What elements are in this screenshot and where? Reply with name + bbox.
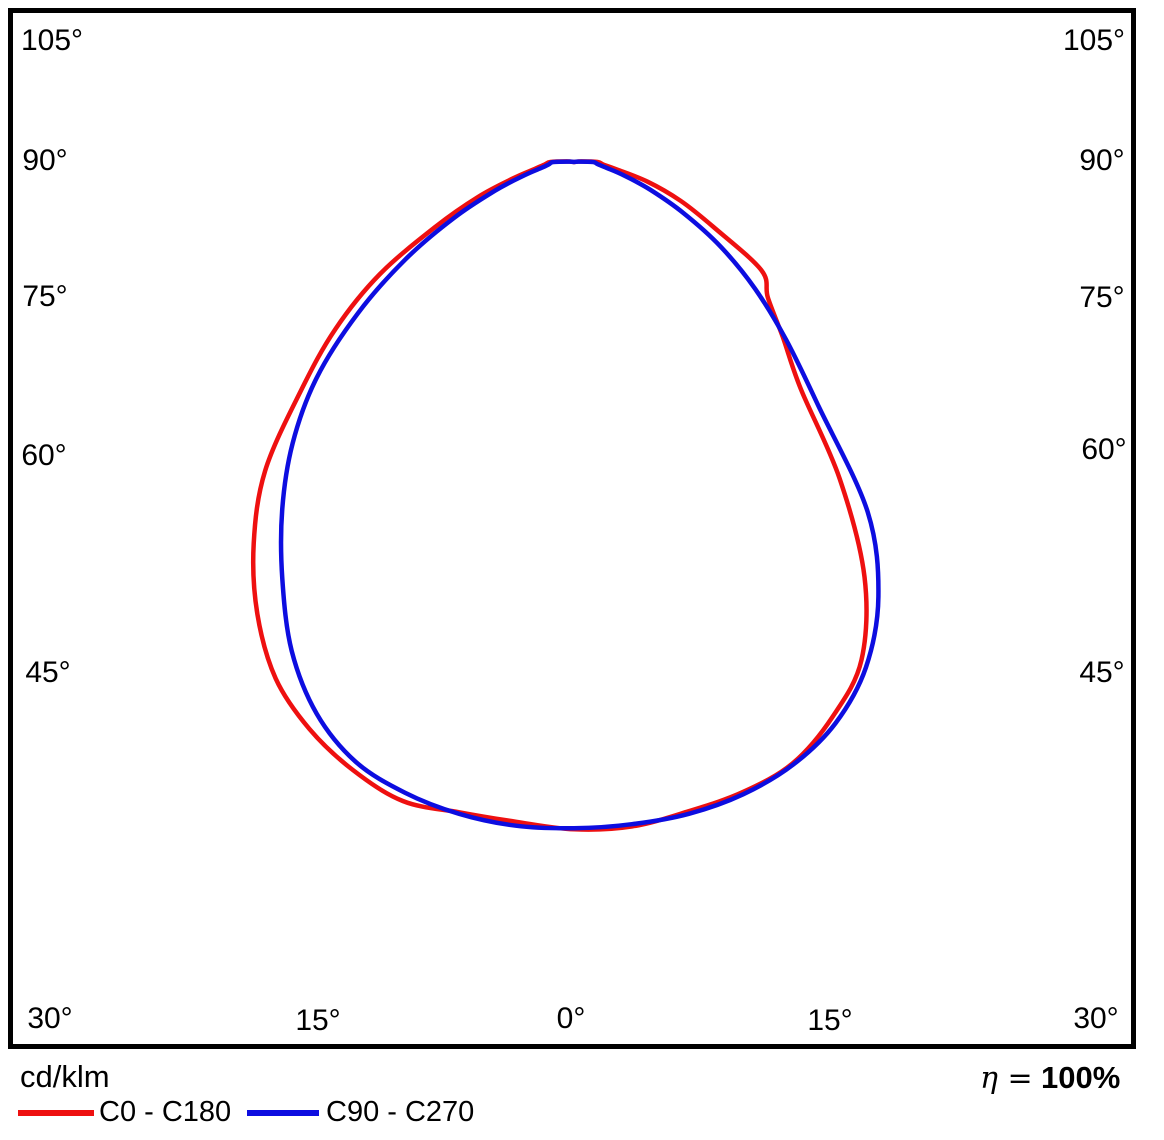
ring-label-blanks [549,292,599,916]
grid-spoke [678,266,1164,996]
ring-label-blank [549,882,599,916]
grid-ring [279,0,869,457]
grid-spoke [0,266,470,996]
angle-label-bg [802,1003,858,1037]
grid-spoke [716,0,1164,124]
legend-label-c90-c270: C90 - C270 [326,1096,475,1128]
legend-label-c0-c180: C0 - C180 [99,1096,232,1128]
curve-c0-c180 [250,159,869,832]
grid-spoke [0,0,432,124]
angle-label: 15° [807,1004,852,1037]
angle-label-bg [17,23,87,57]
angle-label: 90° [1079,144,1124,177]
angle-label-bg [1074,655,1130,689]
efficiency-label: η = [980,1061,1033,1096]
angle-label-bg [1068,1001,1124,1035]
efficiency-text: η = 100% [980,1060,1120,1096]
grid-spoke [0,200,432,467]
angle-label: 30° [27,1002,72,1035]
angle-label: 75° [22,280,67,313]
angle-label: 60° [21,439,66,472]
curve-c90-c270 [278,159,881,831]
angle-label: 60° [1081,433,1126,466]
angle-label-bg [1074,280,1130,314]
angle-label: 105° [1063,24,1125,57]
angle-labels: 105° 90° 75° 60° 45° 30° 15° 0° 15° 30° 45° 60° 75° 9… [16,23,1132,1037]
grid-ring [0,0,1164,752]
angle-label: 15° [295,1004,340,1037]
angle-label-bg [22,1001,78,1035]
angle-label-bg [1076,432,1132,466]
ring-label-blank [549,734,599,769]
legend-line-c90-c270 [247,1110,319,1116]
efficiency-value: 100% [1041,1060,1121,1095]
plot-border [8,8,1136,1049]
angle-label: 30° [1073,1002,1118,1035]
ring-label-blank [549,439,599,474]
unit-label: cd/klm [20,1059,110,1094]
angle-label: 45° [25,656,70,689]
angle-label-bg [17,279,73,313]
angle-label-bg [1074,143,1130,177]
angle-label-bg [20,655,76,689]
angle-label-bg [16,438,72,472]
angle-label-bg [1059,23,1129,57]
angle-label-bg [17,143,73,177]
legend-line-c0-c180 [18,1110,94,1116]
angle-label: 105° [21,24,83,57]
angle-label: 45° [1079,656,1124,689]
angle-label: 75° [1079,281,1124,314]
angle-label-bg [551,1001,591,1035]
angle-label-bg [290,1003,346,1037]
ring-label-blank [549,292,599,327]
angle-label: 90° [22,144,67,177]
ring-label-blank [549,587,599,622]
angle-label: 0° [557,1002,586,1035]
